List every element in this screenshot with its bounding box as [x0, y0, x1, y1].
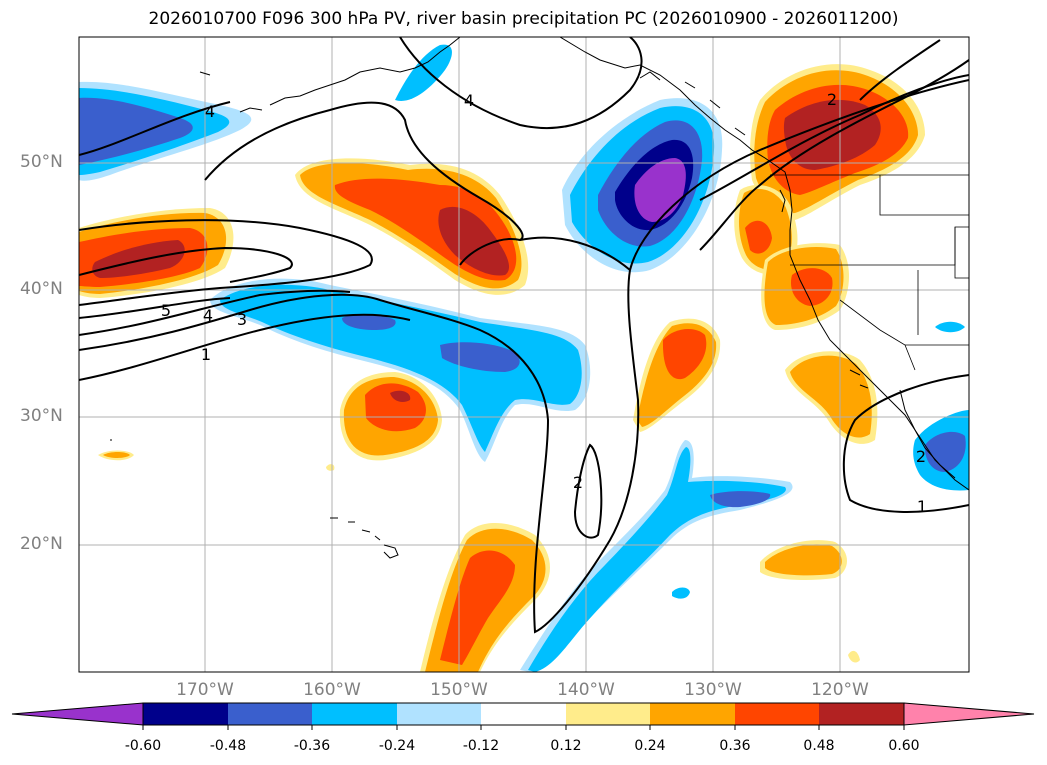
colorbar-extend-high [903, 702, 1035, 726]
colorbar-tick-label: -0.48 [209, 738, 247, 754]
lon-label-160w: 160°W [303, 680, 361, 700]
colorbar-tick-label: -0.12 [462, 738, 500, 754]
lat-label-20n: 20°N [20, 534, 63, 554]
colorbar-tick-label: -0.24 [378, 738, 416, 754]
lat-label-40n: 40°N [20, 279, 63, 299]
colorbar-tick-label: 0.12 [550, 738, 582, 754]
colorbar-tick-label: 0.60 [888, 738, 920, 754]
lon-label-170w: 170°W [176, 680, 234, 700]
coastlines [199, 37, 969, 491]
colorbar-swatch [735, 703, 819, 725]
colorbar-extend-low [11, 702, 144, 726]
lon-label-120w: 120°W [811, 680, 869, 700]
contour-label: 2 [916, 447, 926, 466]
colorbar-tick-label: -0.36 [293, 738, 331, 754]
graticule [79, 37, 969, 672]
contour-label: 4 [203, 306, 213, 325]
contour-label: 4 [464, 91, 474, 110]
contour-label: 4 [205, 102, 215, 121]
map-plot-area: 4 4 2 5 4 3 1 2 2 1 [79, 37, 969, 672]
contour-label: 1 [917, 497, 927, 516]
colorbar-swatch [650, 703, 735, 725]
colorbar-tick-label: 0.36 [719, 738, 751, 754]
contour-label: 2 [573, 473, 583, 492]
colorbar-swatch [143, 703, 228, 725]
pv-contours [79, 37, 969, 634]
lon-label-140w: 140°W [557, 680, 615, 700]
lon-label-150w: 150°W [430, 680, 488, 700]
colorbar-swatch [481, 703, 566, 725]
contour-label: 1 [201, 345, 211, 364]
colorbar-tick-label: 0.48 [803, 738, 835, 754]
negative-shading [79, 44, 969, 672]
lon-label-130w: 130°W [684, 680, 742, 700]
map-frame [78, 36, 970, 673]
lat-label-30n: 30°N [20, 406, 63, 426]
contour-label: 5 [161, 301, 171, 320]
colorbar-swatch [312, 703, 397, 725]
contour-labels: 4 4 2 5 4 3 1 2 2 1 [161, 90, 927, 516]
colorbar-swatch [397, 703, 481, 725]
contour-label: 3 [237, 310, 247, 329]
colorbar-swatch [566, 703, 650, 725]
hawaii-islands [110, 439, 399, 559]
colorbar-swatch [228, 703, 312, 725]
colorbar [11, 702, 1035, 730]
colorbar-swatch [819, 703, 904, 725]
political-borders [770, 174, 969, 371]
colorbar-tick-label: -0.60 [124, 738, 162, 754]
map-title: 2026010700 F096 300 hPa PV, river basin … [148, 9, 899, 29]
lat-label-50n: 50°N [20, 152, 63, 172]
colorbar-tick-label: 0.24 [634, 738, 666, 754]
contour-label: 2 [827, 90, 837, 109]
